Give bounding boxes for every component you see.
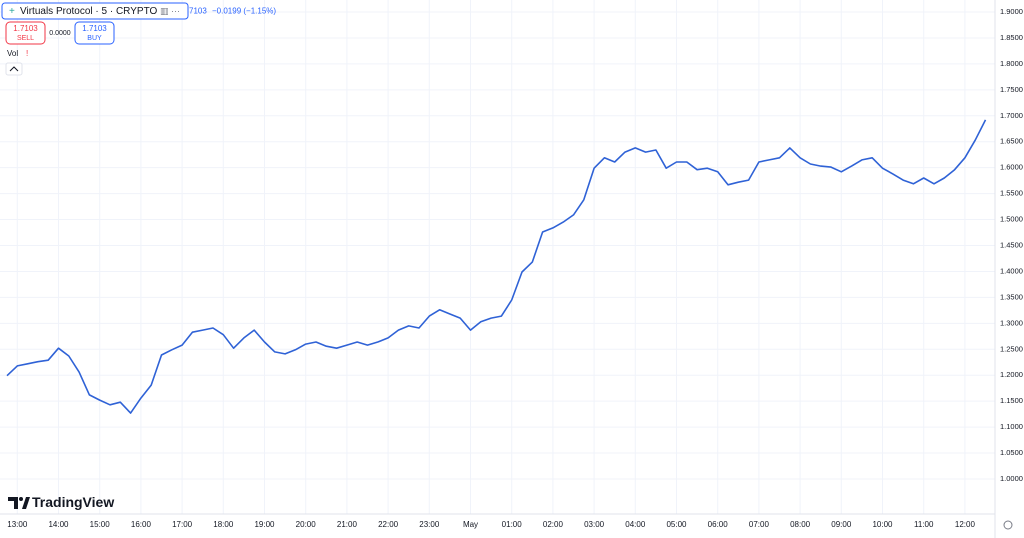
series xyxy=(6,119,987,414)
x-tick-label: 17:00 xyxy=(172,520,193,529)
x-tick-label: 02:00 xyxy=(543,520,564,529)
y-tick-label: 1.5500 xyxy=(1000,189,1023,198)
x-tick-label: 03:00 xyxy=(584,520,605,529)
price-change: −0.0199 (−1.15%) xyxy=(212,7,276,16)
x-tick-label: May xyxy=(463,520,478,529)
symbol-icon: + xyxy=(9,6,15,17)
y-tick-label: 1.6500 xyxy=(1000,137,1023,146)
grid xyxy=(0,0,995,514)
sell-label: SELL xyxy=(17,35,34,42)
y-tick-label: 1.5000 xyxy=(1000,215,1023,224)
price-line xyxy=(6,119,987,414)
x-tick-label: 10:00 xyxy=(872,520,893,529)
sell-button[interactable] xyxy=(5,21,46,45)
x-tick-label: 19:00 xyxy=(254,520,275,529)
x-tick-label: 23:00 xyxy=(419,520,440,529)
sell-price: 1.7103 xyxy=(13,24,38,33)
collapse-icon xyxy=(9,66,19,72)
y-tick-label: 1.2500 xyxy=(1000,344,1023,353)
x-tick-label: 16:00 xyxy=(131,520,152,529)
y-tick-label: 1.8000 xyxy=(1000,59,1023,68)
x-tick-label: 13:00 xyxy=(7,520,28,529)
x-tick-label: 21:00 xyxy=(337,520,358,529)
buy-button[interactable] xyxy=(74,21,115,45)
x-tick-label: 08:00 xyxy=(790,520,811,529)
spread: 0.0000 xyxy=(49,30,71,37)
x-tick-label: 04:00 xyxy=(625,520,646,529)
x-tick-label: 07:00 xyxy=(749,520,770,529)
volume-warning: ! xyxy=(26,49,28,58)
x-tick-label: 14:00 xyxy=(48,520,69,529)
y-tick-label: 1.2000 xyxy=(1000,370,1023,379)
x-tick-label: 20:00 xyxy=(296,520,317,529)
chart-title: Virtuals Protocol · 5 · CRYPTO xyxy=(20,6,157,17)
y-tick-label: 1.7500 xyxy=(1000,85,1023,94)
x-tick-label: 22:00 xyxy=(378,520,399,529)
x-tick-label: 06:00 xyxy=(708,520,729,529)
x-tick-label: 12:00 xyxy=(955,520,976,529)
settings-icon[interactable] xyxy=(1003,520,1013,530)
y-tick-label: 1.3500 xyxy=(1000,292,1023,301)
y-tick-label: 1.0500 xyxy=(1000,448,1023,457)
y-tick-label: 1.4500 xyxy=(1000,240,1023,249)
y-tick-label: 1.0000 xyxy=(1000,474,1023,483)
collapse-button[interactable] xyxy=(5,62,23,76)
symbol-box[interactable] xyxy=(1,2,189,20)
y-tick-label: 1.4000 xyxy=(1000,266,1023,275)
x-tick-label: 11:00 xyxy=(914,520,934,529)
symbol-menu[interactable]: ▥ ··· xyxy=(160,6,180,16)
volume-label: Vol xyxy=(7,49,18,58)
buy-label: BUY xyxy=(87,35,102,42)
brand-logo: TradingView xyxy=(8,494,114,510)
y-tick-label: 1.1000 xyxy=(1000,422,1023,431)
x-tick-label: 18:00 xyxy=(213,520,234,529)
x-tick-label: 05:00 xyxy=(666,520,687,529)
y-tick-label: 1.8500 xyxy=(1000,33,1023,42)
y-tick-label: 1.3000 xyxy=(1000,318,1023,327)
y-tick-label: 1.6000 xyxy=(1000,163,1023,172)
brand-name: TradingView xyxy=(32,494,114,510)
y-tick-label: 1.7000 xyxy=(1000,111,1023,120)
x-tick-label: 09:00 xyxy=(831,520,852,529)
x-tick-label: 01:00 xyxy=(502,520,523,529)
x-tick-label: 15:00 xyxy=(90,520,111,529)
price-fragment: 7103 xyxy=(189,7,207,16)
buy-price: 1.7103 xyxy=(82,24,107,33)
y-tick-label: 1.1500 xyxy=(1000,396,1023,405)
y-tick-label: 1.9000 xyxy=(1000,7,1023,16)
